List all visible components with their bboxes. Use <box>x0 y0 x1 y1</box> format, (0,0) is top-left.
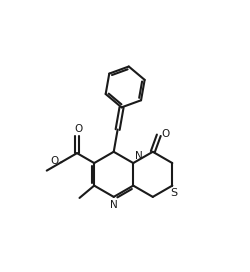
Text: O: O <box>162 129 170 139</box>
Text: O: O <box>50 156 59 166</box>
Text: N: N <box>135 151 143 161</box>
Text: S: S <box>170 188 177 198</box>
Text: N: N <box>110 200 118 210</box>
Text: O: O <box>74 124 82 134</box>
